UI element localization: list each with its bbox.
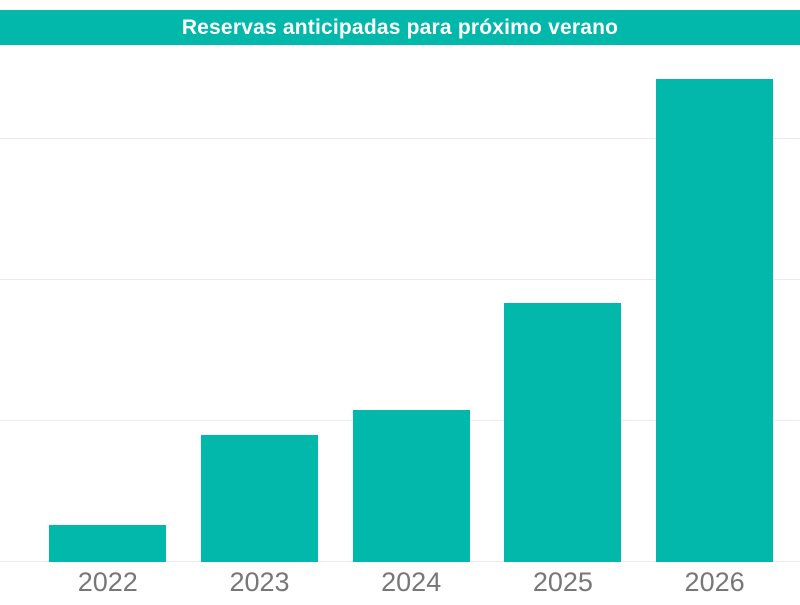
x-axis-label-2026: 2026 — [684, 567, 745, 597]
x-axis-label-2024: 2024 — [381, 567, 442, 597]
x-axis-label-2025: 2025 — [532, 567, 593, 597]
bar-2022[interactable] — [49, 525, 167, 562]
bar-2024[interactable] — [352, 409, 470, 562]
chart-title: Reservas anticipadas para próximo verano — [181, 15, 619, 39]
x-axis-label-2022: 2022 — [77, 567, 138, 597]
chart-title-bar: Reservas anticipadas para próximo verano — [0, 10, 800, 45]
gridline — [0, 279, 800, 281]
plot-area — [0, 45, 800, 562]
gridline — [0, 138, 800, 140]
x-axis-label-2023: 2023 — [229, 567, 290, 597]
x-axis: 2022 2023 2024 2025 2026 — [0, 563, 800, 603]
bar-2023[interactable] — [201, 435, 318, 562]
bar-2026[interactable] — [656, 78, 774, 562]
bar-2025[interactable] — [504, 302, 622, 562]
